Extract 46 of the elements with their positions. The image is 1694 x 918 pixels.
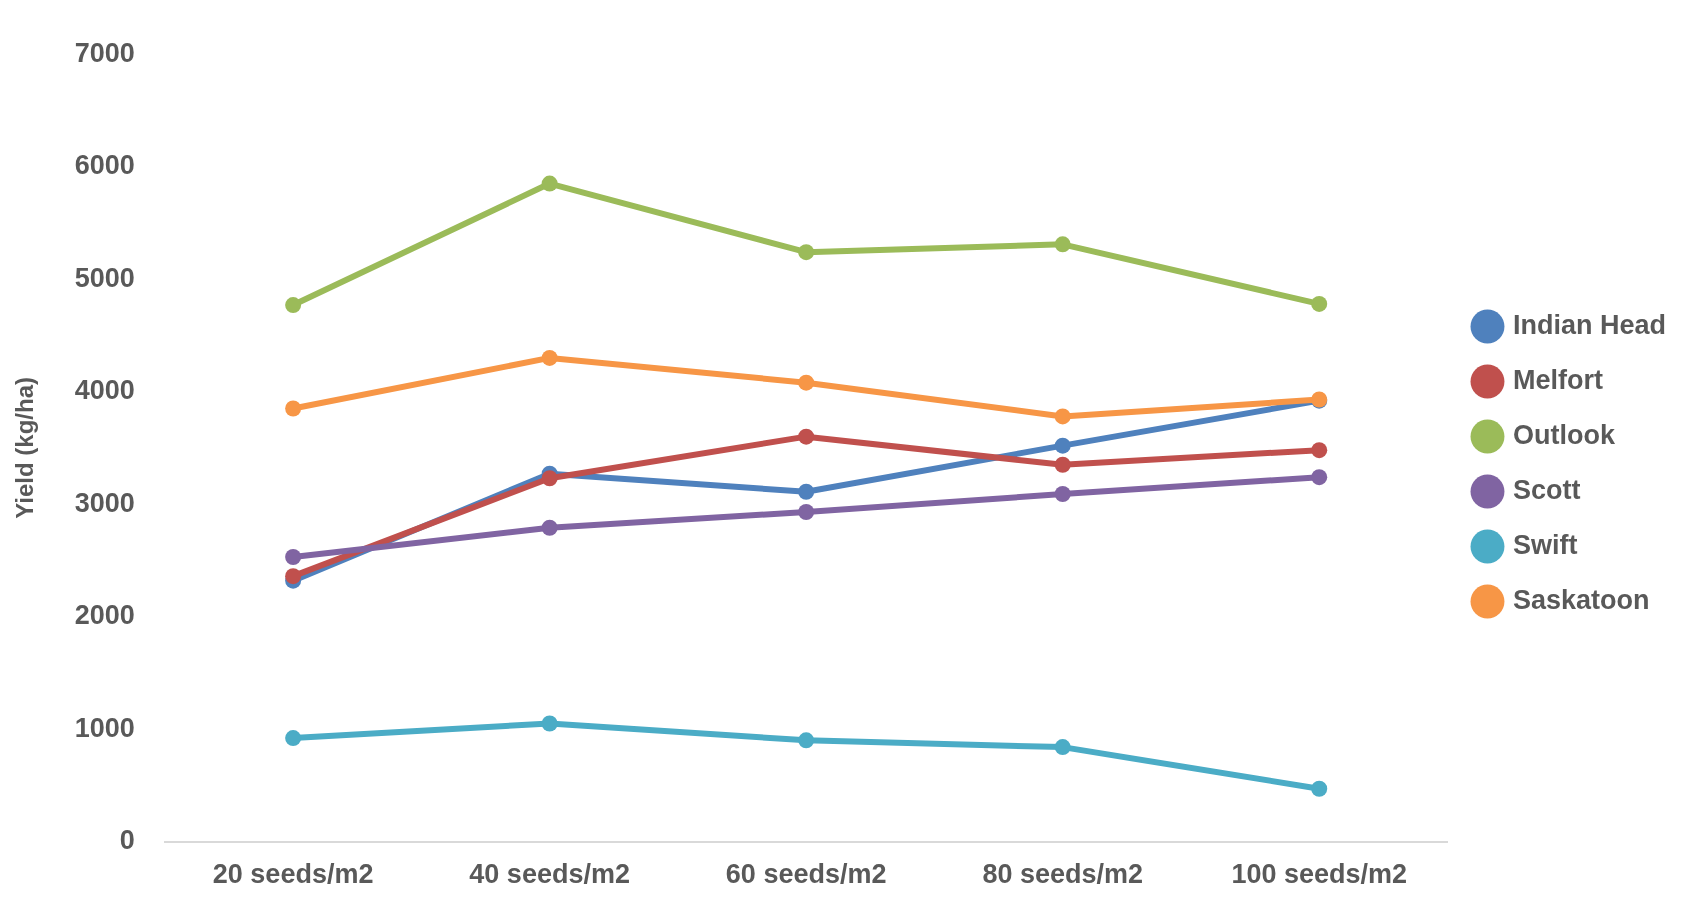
y-tick-label: 1000 — [74, 712, 135, 743]
y-tick-label: 4000 — [74, 375, 135, 406]
point — [285, 297, 302, 314]
x-tick-label: 80 seeds/m2 — [982, 859, 1144, 890]
x-tick-label: 60 seeds/m2 — [725, 859, 887, 890]
point — [1054, 486, 1071, 503]
y-tick-label: 3000 — [74, 487, 135, 518]
y-tick-label: 5000 — [74, 262, 135, 293]
y-tick-label: 0 — [119, 825, 135, 856]
point — [541, 175, 558, 192]
point — [285, 400, 302, 417]
point — [798, 428, 815, 445]
y-axis-title: Yield (kg/ha) — [11, 377, 39, 519]
point — [798, 244, 815, 261]
legend-label: Melfort — [1512, 364, 1603, 395]
point — [285, 549, 302, 566]
legend-label: Saskatoon — [1512, 584, 1650, 615]
point — [541, 349, 558, 366]
point — [541, 715, 558, 732]
point — [1311, 442, 1328, 459]
point — [285, 730, 302, 747]
y-tick-label: 7000 — [74, 37, 135, 68]
legend-label: Outlook — [1512, 419, 1616, 450]
point — [1054, 456, 1071, 473]
point — [1311, 295, 1328, 312]
point — [798, 732, 815, 749]
point — [541, 519, 558, 536]
point — [1311, 780, 1328, 797]
point — [1054, 739, 1071, 756]
point — [1054, 437, 1071, 454]
point — [285, 568, 302, 585]
point — [1054, 236, 1071, 253]
point — [1311, 469, 1328, 486]
legend-label: Indian Head — [1512, 309, 1667, 340]
x-tick-label: 40 seeds/m2 — [469, 859, 630, 890]
point — [798, 504, 815, 521]
x-tick-label: 100 seeds/m2 — [1231, 859, 1408, 890]
point — [541, 470, 558, 487]
y-tick-label: 2000 — [74, 600, 135, 631]
point — [798, 483, 815, 500]
legend-label: Swift — [1512, 529, 1578, 560]
point — [1054, 408, 1071, 425]
y-tick-label: 6000 — [74, 150, 135, 181]
legend-label: Scott — [1512, 474, 1581, 505]
point — [798, 374, 815, 391]
x-tick-label: 20 seeds/m2 — [212, 859, 374, 890]
